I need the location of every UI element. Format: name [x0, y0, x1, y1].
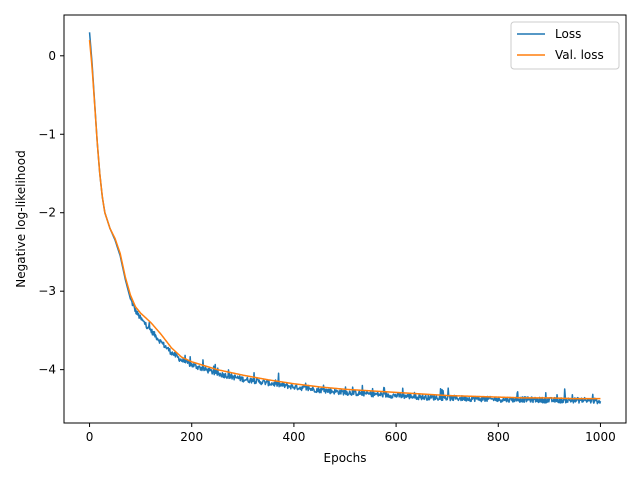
- x-tick-label: 200: [180, 430, 203, 444]
- y-tick-label: 0: [48, 49, 56, 63]
- x-axis-ticks: 0 200 400 600 800 1000: [86, 423, 616, 444]
- x-tick-label: 0: [86, 430, 94, 444]
- y-tick-label: −4: [38, 363, 56, 377]
- x-tick-label: 800: [487, 430, 510, 444]
- legend: Loss Val. loss: [510, 21, 620, 70]
- y-tick-label: −3: [38, 284, 56, 298]
- x-tick-label: 400: [282, 430, 305, 444]
- plot-frame: [63, 14, 627, 424]
- y-axis-label: Negative log-likelihood: [14, 150, 28, 287]
- y-tick-label: −2: [38, 206, 56, 220]
- series-line-loss: [88, 32, 602, 405]
- series-line-val-loss: [88, 40, 601, 400]
- y-axis-ticks: 0 −1 −2 −3 −4: [38, 49, 64, 377]
- x-tick-label: 1000: [585, 430, 616, 444]
- x-axis-label: Epochs: [324, 451, 367, 465]
- legend-label-loss: Loss: [555, 27, 581, 41]
- legend-label-val-loss: Val. loss: [555, 48, 604, 62]
- plot-lines: [88, 32, 602, 405]
- x-tick-label: 600: [385, 430, 408, 444]
- y-tick-label: −1: [38, 127, 56, 141]
